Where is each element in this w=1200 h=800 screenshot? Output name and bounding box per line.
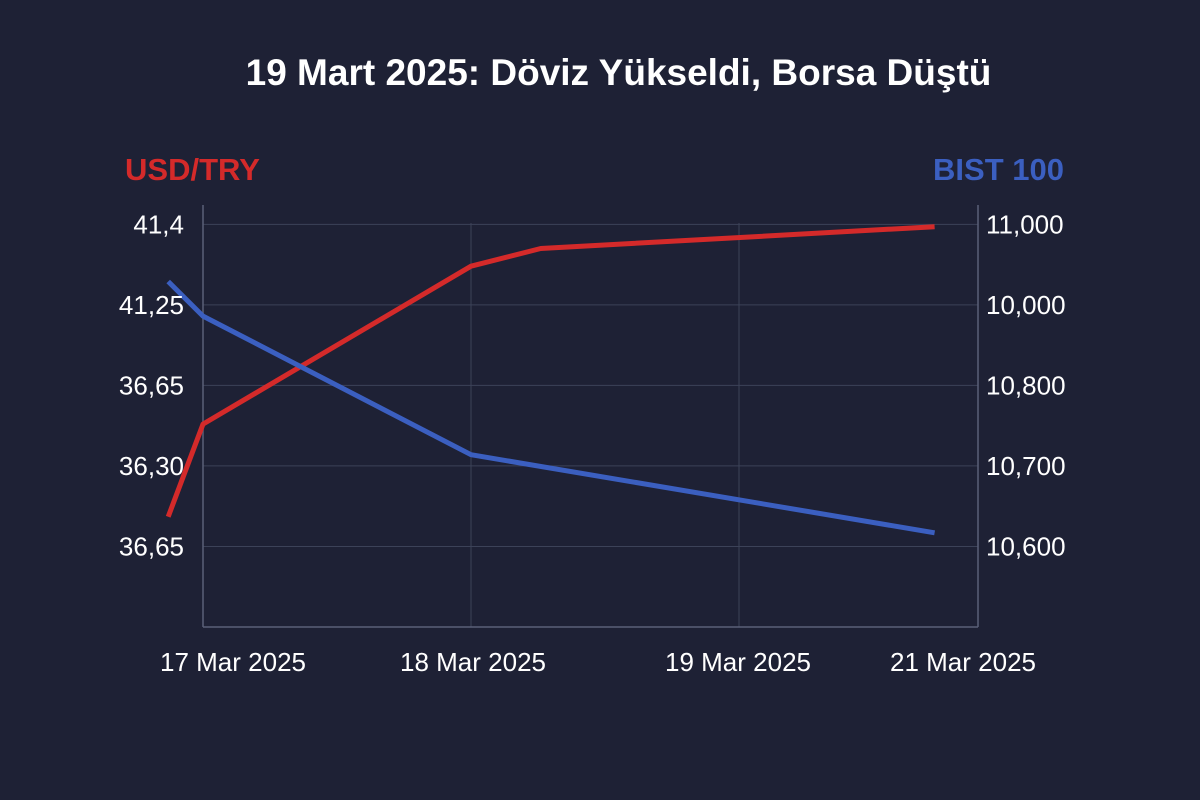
right-axis-title: BIST 100: [933, 152, 1064, 187]
x-tick-label: 21 Mar 2025: [890, 647, 1036, 677]
x-tick-label: 19 Mar 2025: [665, 647, 811, 677]
x-tick-label: 17 Mar 2025: [160, 647, 306, 677]
left-tick-label: 41,25: [119, 290, 184, 320]
left-tick-label: 36,65: [119, 531, 184, 561]
chart-title: 19 Mart 2025: Döviz Yükseldi, Borsa Düşt…: [245, 52, 992, 93]
left-tick-label: 36,65: [119, 370, 184, 400]
bist-100-line: [166, 279, 936, 536]
right-tick-label: 10,700: [986, 451, 1066, 481]
x-tick-label: 18 Mar 2025: [400, 647, 546, 677]
tick-label-layer: 41,4 41,25 36,65 36,30 36,65 11,000 10,000 10,8…: [119, 209, 1066, 677]
grid-layer: [203, 223, 978, 627]
axis-layer: [202, 205, 979, 628]
right-tick-label: 10,800: [986, 370, 1066, 400]
usd-try-line: [165, 224, 935, 518]
right-tick-label: 11,000: [986, 209, 1064, 239]
left-tick-label: 36,30: [119, 451, 184, 481]
right-tick-label: 10,000: [986, 290, 1066, 320]
left-tick-label: 41,4: [133, 209, 184, 239]
right-tick-label: 10,600: [986, 531, 1066, 561]
left-axis-title: USD/TRY: [125, 152, 260, 187]
series-layer: [165, 224, 936, 536]
